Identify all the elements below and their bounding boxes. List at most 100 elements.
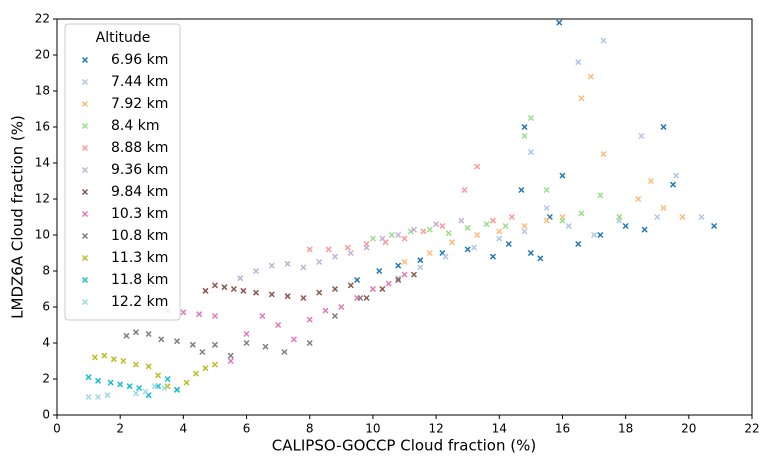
scatter-point bbox=[104, 392, 111, 399]
scatter-point bbox=[401, 258, 408, 266]
scatter-point bbox=[357, 294, 364, 302]
scatter-point bbox=[395, 262, 402, 269]
scatter-point bbox=[600, 150, 607, 158]
scatter-point bbox=[110, 356, 117, 363]
scatter-point bbox=[284, 293, 291, 300]
scatter-point bbox=[483, 221, 490, 228]
scatter-point bbox=[474, 163, 481, 170]
legend-label: 7.92 km bbox=[111, 96, 168, 112]
legend-marker bbox=[81, 166, 89, 174]
scatter-point bbox=[91, 354, 98, 361]
legend-marker bbox=[81, 232, 89, 240]
scatter-point bbox=[654, 213, 661, 221]
legend-label: 10.8 km bbox=[111, 228, 168, 244]
scatter-point bbox=[470, 244, 478, 251]
scatter-point bbox=[199, 348, 206, 356]
scatter-point bbox=[401, 235, 408, 242]
y-tick-label: 6 bbox=[42, 300, 50, 314]
legend-marker bbox=[81, 298, 89, 306]
scatter-point bbox=[211, 312, 218, 320]
x-tick-label: 4 bbox=[180, 422, 188, 436]
scatter-point bbox=[284, 260, 291, 267]
scatter-point bbox=[537, 255, 544, 262]
legend-box bbox=[64, 23, 181, 321]
scatter-point bbox=[240, 287, 247, 294]
scatter-point bbox=[458, 217, 465, 224]
y-tick-label: 8 bbox=[42, 264, 50, 278]
scatter-point bbox=[211, 361, 218, 368]
scatter-point bbox=[559, 217, 566, 224]
scatter-point bbox=[622, 222, 629, 230]
scatter-point bbox=[262, 343, 269, 350]
scatter-point bbox=[101, 352, 108, 359]
scatter-point bbox=[259, 312, 266, 320]
scatter-point bbox=[496, 235, 503, 242]
scatter-point bbox=[145, 330, 152, 338]
scatter-point bbox=[268, 291, 275, 298]
scatter-point bbox=[142, 388, 149, 395]
legend-label: 10.3 km bbox=[111, 206, 168, 222]
scatter-point bbox=[237, 275, 244, 282]
scatter-point bbox=[164, 383, 171, 390]
scatter-point bbox=[448, 239, 455, 246]
scatter-point bbox=[331, 253, 339, 260]
scatter-point bbox=[673, 172, 680, 179]
scatter-point bbox=[489, 217, 496, 224]
legend-marker bbox=[81, 210, 89, 218]
scatter-point bbox=[521, 228, 528, 235]
legend-label: 8.4 km bbox=[111, 118, 159, 134]
x-tick-label: 20 bbox=[681, 422, 696, 436]
scatter-point bbox=[344, 244, 351, 251]
scatter-point bbox=[189, 341, 196, 348]
scatter-point bbox=[638, 132, 645, 140]
scatter-point bbox=[410, 226, 418, 233]
scatter-point bbox=[136, 384, 143, 392]
scatter-point bbox=[347, 282, 354, 289]
scatter-point bbox=[426, 249, 433, 257]
scatter-point bbox=[252, 289, 260, 296]
scatter-point bbox=[211, 282, 218, 289]
scatter-point bbox=[281, 348, 288, 356]
scatter-point bbox=[243, 330, 250, 338]
scatter-point bbox=[107, 379, 114, 386]
x-tick-label: 18 bbox=[618, 422, 633, 436]
scatter-point bbox=[252, 267, 260, 275]
scatter-point bbox=[376, 267, 383, 275]
scatter-point bbox=[597, 231, 604, 239]
scatter-point bbox=[489, 253, 496, 260]
scatter-point bbox=[395, 275, 402, 282]
scatter-point bbox=[85, 374, 92, 381]
scatter-point bbox=[221, 284, 228, 291]
scatter-point bbox=[306, 246, 313, 253]
scatter-point bbox=[575, 59, 582, 66]
y-tick-label: 12 bbox=[35, 192, 50, 206]
scatter-point bbox=[496, 228, 503, 235]
legend-label: 7.44 km bbox=[111, 74, 168, 90]
scatter-point bbox=[711, 222, 718, 230]
x-tick-label: 12 bbox=[428, 422, 443, 436]
scatter-point bbox=[123, 332, 130, 339]
scatter-point bbox=[202, 365, 209, 372]
scatter-point bbox=[600, 37, 607, 44]
scatter-point bbox=[521, 132, 528, 140]
scatter-point bbox=[505, 240, 512, 248]
scatter-point bbox=[174, 386, 181, 393]
scatter-point bbox=[227, 357, 234, 365]
legend-marker bbox=[81, 254, 89, 262]
scatter-point bbox=[461, 186, 468, 194]
y-tick-label: 10 bbox=[35, 228, 50, 242]
scatter-point bbox=[347, 249, 354, 257]
scatter-point bbox=[508, 213, 515, 221]
legend-marker bbox=[81, 122, 89, 130]
legend-marker bbox=[81, 144, 89, 152]
scatter-point bbox=[132, 390, 140, 397]
scatter-point bbox=[417, 257, 424, 264]
scatter-point bbox=[180, 309, 187, 316]
x-tick-label: 0 bbox=[53, 422, 61, 436]
scatter-point bbox=[385, 280, 392, 287]
scatter-point bbox=[518, 186, 525, 194]
scatter-point bbox=[420, 228, 427, 235]
scatter-point bbox=[464, 246, 471, 253]
scatter-point bbox=[426, 226, 433, 233]
